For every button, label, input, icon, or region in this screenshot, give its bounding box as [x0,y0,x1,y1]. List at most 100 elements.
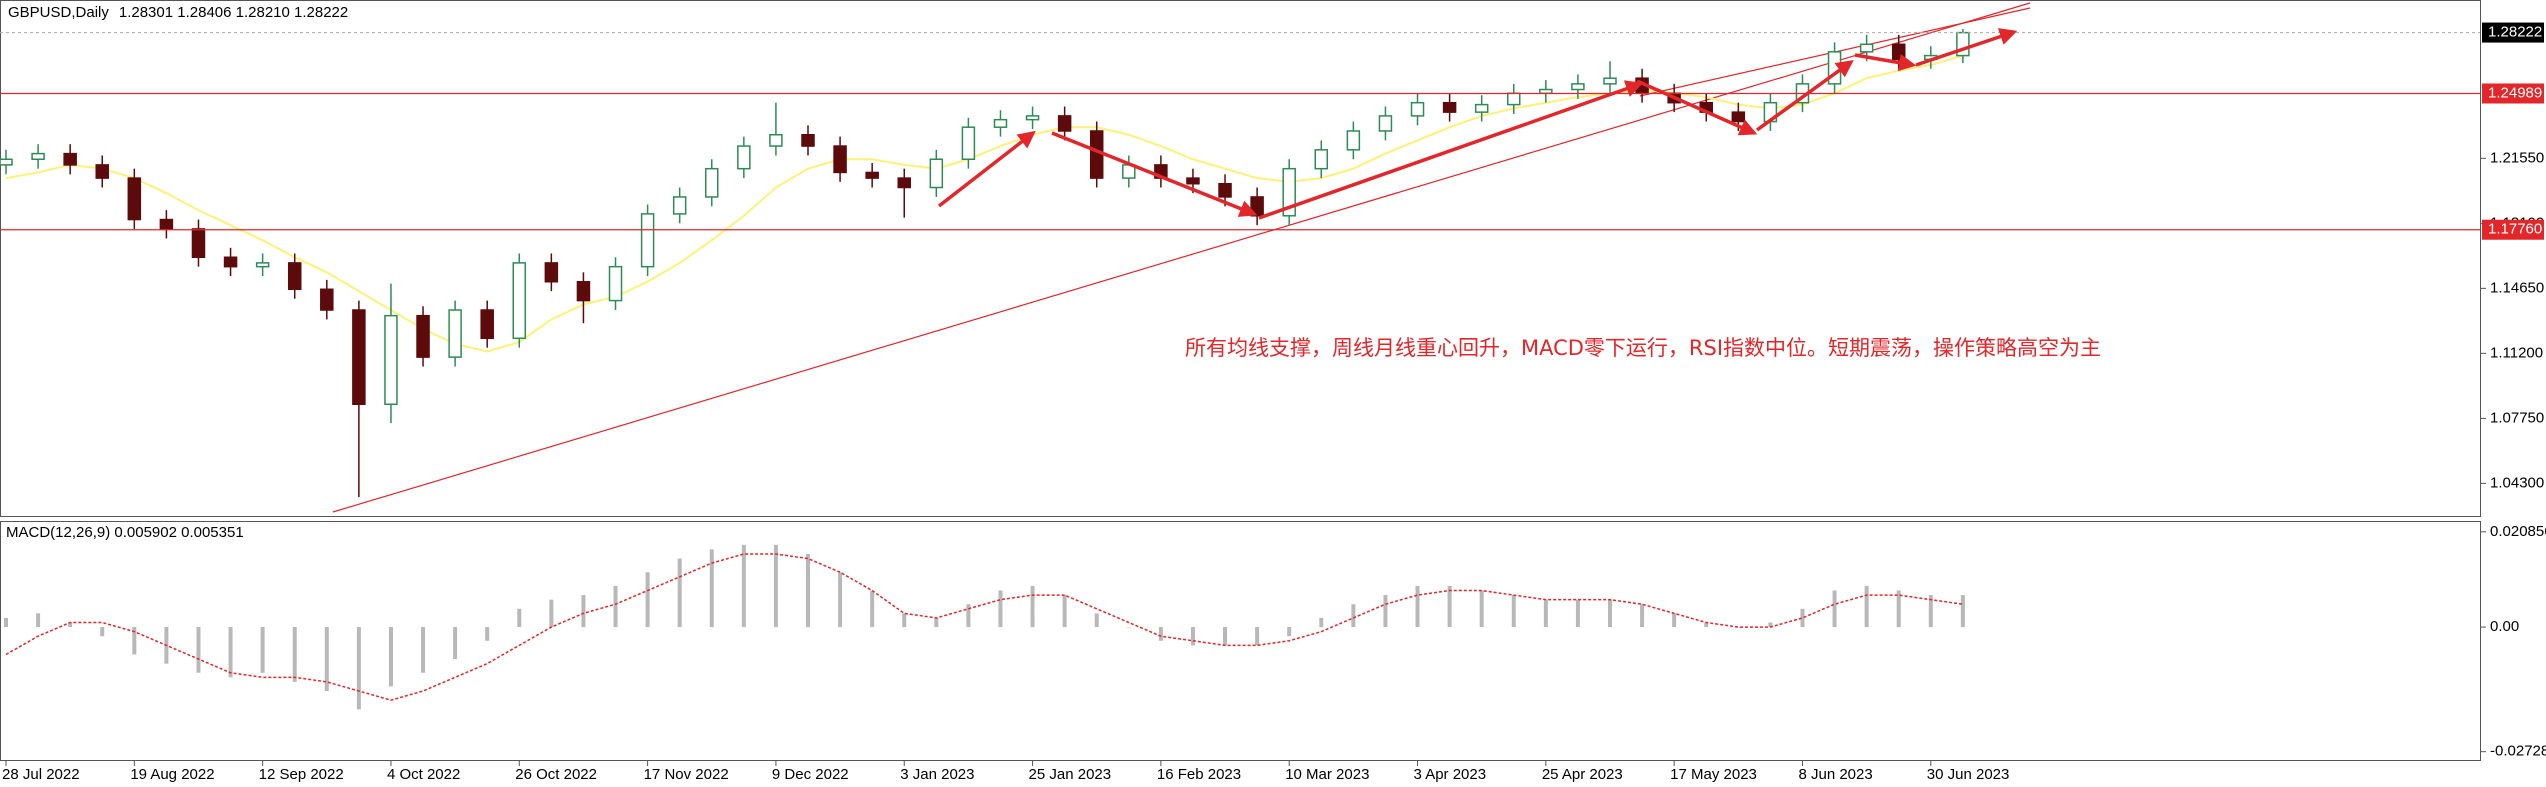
macd-bar [1126,627,1131,628]
macd-bar [902,613,907,628]
macd-bar [1511,595,1516,628]
candle-body [1539,88,1553,95]
candle-body [1346,130,1361,151]
y-tick-label: 0.020856 [2490,523,2546,540]
candle-body [897,177,911,189]
price-panel [0,0,2481,517]
x-tick-label: 10 Mar 2023 [1285,766,1369,783]
candle-body [1507,92,1521,106]
macd-bar [1800,608,1805,628]
candle-body [608,265,623,302]
macd-bar [934,617,939,628]
candle-body [1089,130,1104,179]
x-tick-label: 3 Jan 2023 [900,766,974,783]
y-tick-label: 1.14650 [2490,279,2544,296]
price-level-box [2482,219,2544,240]
ohlc-values: 1.28301 1.28406 1.28210 1.28222 [119,4,348,21]
y-tick-label: 0.00 [2490,618,2519,635]
macd-bar [100,627,105,637]
candle-body [1057,115,1072,132]
candle-body [1314,149,1329,170]
arrow [1915,28,2018,67]
macd-bar [1319,617,1324,628]
macd-bar [1383,595,1388,628]
candle-body [127,177,142,221]
x-tick-label: 17 Nov 2022 [644,766,729,783]
candle-body [801,133,815,147]
macd-bar [1223,627,1228,646]
candle-body [63,152,77,166]
candle-body [1410,101,1425,117]
y-tick-label: 1.21550 [2490,149,2544,166]
x-tick-label: 26 Oct 2022 [515,766,597,783]
macd-bar [1960,595,1965,628]
macd-bar [421,627,426,673]
price-level-label: 1.17760 [2488,221,2542,238]
macd-bar [1062,595,1067,628]
trend-line [332,2,2031,513]
arrows [937,28,2018,220]
macd-bar [388,627,393,687]
macd-bar [356,627,361,710]
arrow [1258,80,1644,220]
macd-bar [260,627,265,673]
y-tick-label: 1.04300 [2490,474,2544,491]
candle-body [833,145,847,174]
last-price-label: 1.28222 [2488,24,2542,41]
annotation: 所有均线支撑，周线月线重心回升，MACD零下运行，RSI指数中位。短期震荡，操作… [1185,336,2101,360]
candle-body [320,288,334,311]
candle-body [1282,167,1296,217]
candle-body [512,262,527,340]
macd-bar [324,627,329,692]
x-tick-label: 8 Jun 2023 [1798,766,1872,783]
candle-body [1859,43,1874,53]
macd-bar [1479,590,1484,628]
candle-body [384,314,398,405]
candle-body [159,218,174,230]
candle-body [737,145,751,170]
candle-body [576,280,591,302]
arrow [1854,53,1917,72]
macd-bar [549,599,554,628]
macd-bar [1190,627,1195,646]
x-tick-label: 17 May 2023 [1670,766,1757,783]
x-tick-label: 25 Apr 2023 [1542,766,1623,783]
macd-panel [0,521,2481,761]
candle-body [961,126,976,160]
macd-bar [228,627,233,678]
macd-bar [1736,627,1741,628]
macd-bar [1608,599,1612,628]
candle-body [352,309,366,405]
macd-bar [773,544,778,628]
candle-body [705,167,719,198]
macd-bar [741,544,746,628]
macd-bar [870,590,875,628]
macd-bar [1896,590,1901,628]
candle-body [1186,177,1200,185]
macd-bar [998,590,1003,628]
candle-body [223,256,238,268]
last-price-box [2482,22,2544,43]
macd-bar [709,549,714,628]
macd-bar [1640,604,1645,628]
candle-body [672,196,687,215]
macd-bar [4,617,8,628]
x-tick-label: 9 Dec 2022 [772,766,849,783]
candle-body [416,314,430,358]
candle-body [544,262,559,283]
macd-bar [1351,604,1356,628]
price-level-box [2482,83,2544,104]
candle-body [1891,43,1906,61]
macd-bar [1928,595,1933,628]
macd-bar [1575,599,1580,628]
candle-body [1474,103,1489,113]
arrow [937,130,1036,208]
x-tick-label: 12 Sep 2022 [259,766,344,783]
y-tick-label: -0.02728 [2490,743,2546,760]
price-level-label: 1.24989 [2488,84,2542,101]
macd-bar [1158,627,1163,641]
x-tick-label: 30 Jun 2023 [1927,766,2010,783]
macd-bar [1832,590,1837,628]
candle-body [480,309,494,340]
candle-body [1378,115,1393,132]
